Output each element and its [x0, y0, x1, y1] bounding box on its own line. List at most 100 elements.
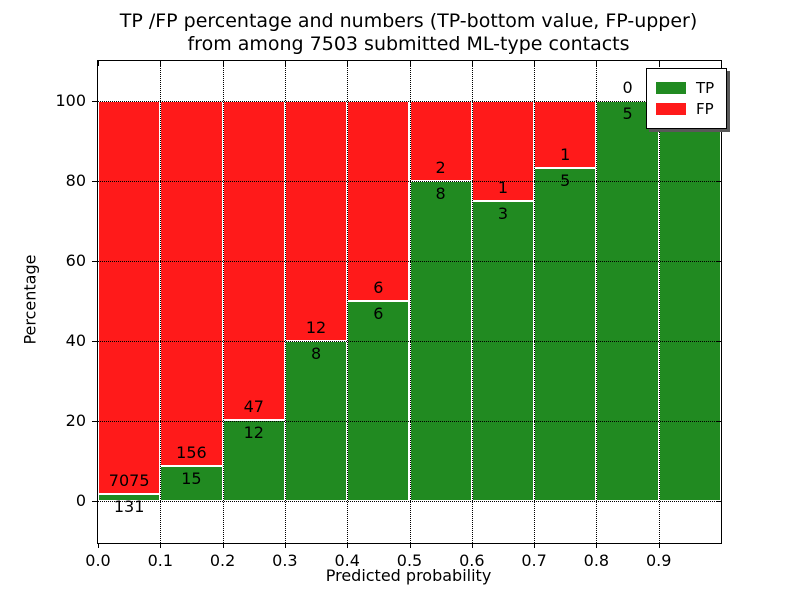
- x-tick-label-0.4: 0.4: [334, 551, 360, 570]
- x-tick-top-8: [596, 61, 598, 66]
- legend-patch-tp: [656, 82, 686, 94]
- x-tick-label-0.3: 0.3: [272, 551, 298, 570]
- bar-segment-fp-0: [98, 101, 161, 494]
- x-axis-label: Predicted probability: [325, 566, 492, 585]
- gridline-y-20: [98, 421, 721, 422]
- x-tick-top-4: [347, 61, 349, 66]
- bar-segment-tp-1: [160, 465, 223, 501]
- y-tick-right-60: [716, 261, 721, 262]
- x-tick-top-1: [160, 61, 162, 66]
- x-tick-bottom-0: [98, 543, 99, 548]
- y-tick-right-80: [716, 181, 721, 182]
- y-tick-left-20: [92, 421, 97, 422]
- bar-segment-tp-6: [471, 201, 535, 501]
- x-tick-bottom-6: [471, 543, 473, 548]
- legend-entry-fp: FP: [656, 100, 714, 118]
- tp-count-label-3: 8: [310, 344, 322, 363]
- fp-count-label-8: 0: [622, 78, 633, 97]
- bar-segment-tp-4: [347, 301, 410, 501]
- fp-count-label-1: 156: [176, 442, 207, 462]
- tp-count-label-8: 5: [622, 104, 633, 123]
- x-tick-label-0.6: 0.6: [459, 551, 485, 570]
- gridline-y-40: [98, 341, 721, 342]
- y-tick-right-0: [716, 501, 721, 502]
- y-tick-right-20: [716, 421, 721, 422]
- x-tick-label-0.9: 0.9: [645, 551, 672, 570]
- bar-segment-tp-2: [222, 419, 285, 501]
- gridline-y-80: [98, 181, 721, 182]
- gridline-x-0.2: [222, 61, 224, 543]
- gridline-x-0.5: [409, 61, 411, 543]
- x-tick-top-6: [471, 61, 473, 66]
- y-tick-label-20: 20: [65, 411, 86, 430]
- gridline-x-0.7: [534, 61, 536, 543]
- legend-label-tp: TP: [696, 79, 715, 97]
- y-tick-left-40: [92, 341, 97, 342]
- bar-segment-tp-9: [658, 101, 721, 501]
- gridline-x-0.6: [471, 61, 473, 543]
- bar-segment-fp-4: [347, 101, 410, 301]
- x-tick-label-0.2: 0.2: [209, 551, 236, 570]
- fp-count-label-4: 6: [373, 278, 384, 297]
- legend-entry-tp: TP: [656, 79, 714, 97]
- bar-segment-fp-6: [471, 101, 535, 201]
- chart-title-line1: TP /FP percentage and numbers (TP-bottom…: [119, 10, 698, 32]
- bar-segment-fp-7: [534, 101, 597, 168]
- chart-title-line2: from among 7503 submitted ML-type contac…: [187, 33, 630, 55]
- fp-count-label-2: 47: [243, 396, 264, 416]
- x-tick-top-2: [222, 61, 224, 66]
- bar-segment-tp-0: [98, 493, 161, 501]
- x-tick-top-0: [98, 61, 99, 66]
- bar-segment-fp-3: [284, 101, 348, 341]
- x-tick-label-0.0: 0.0: [85, 551, 111, 570]
- x-tick-bottom-9: [658, 543, 660, 548]
- bar-segment-fp-2: [222, 101, 285, 420]
- y-tick-label-40: 40: [65, 331, 86, 350]
- x-tick-bottom-5: [409, 543, 411, 548]
- bar-segment-tp-8: [596, 101, 659, 501]
- legend-patch-fp: [656, 103, 686, 115]
- fp-count-label-5: 2: [435, 158, 446, 177]
- chart-title: TP /FP percentage and numbers (TP-bottom…: [97, 10, 720, 56]
- fp-count-label-6: 1: [497, 178, 509, 197]
- gridline-y-60: [98, 261, 721, 262]
- gridline-x-0.3: [284, 61, 286, 543]
- plot-area: 707513115615471212866281315050100.00.10.…: [55, 60, 722, 570]
- y-tick-left-60: [92, 261, 97, 262]
- y-tick-label-100: 100: [55, 91, 86, 110]
- y-tick-label-80: 80: [65, 171, 86, 190]
- fp-count-label-0: 7075: [108, 470, 150, 490]
- x-tick-top-7: [534, 61, 536, 66]
- x-tick-label-0.8: 0.8: [583, 551, 610, 570]
- y-tick-left-80: [92, 181, 97, 182]
- legend-label-fp: FP: [696, 100, 714, 118]
- gridline-x-0.1: [160, 61, 162, 543]
- x-tick-bottom-1: [160, 543, 162, 548]
- tp-count-label-4: 6: [373, 304, 384, 323]
- x-tick-top-3: [284, 61, 286, 66]
- gridline-x-0.4: [347, 61, 349, 543]
- fp-count-label-7: 1: [560, 144, 571, 164]
- x-tick-top-5: [409, 61, 411, 66]
- y-tick-label-60: 60: [65, 251, 86, 270]
- x-tick-bottom-7: [534, 543, 536, 548]
- y-axis-label: Percentage: [20, 254, 40, 345]
- legend: TP FP: [646, 68, 728, 129]
- x-tick-label-0.5: 0.5: [396, 551, 423, 570]
- x-tick-bottom-3: [284, 543, 286, 548]
- x-tick-bottom-4: [347, 543, 349, 548]
- x-tick-bottom-2: [222, 543, 224, 548]
- gridline-y-100: [98, 101, 721, 102]
- y-tick-left-0: [92, 501, 97, 502]
- y-tick-right-40: [716, 341, 721, 342]
- x-tick-label-0.1: 0.1: [147, 551, 174, 570]
- tp-count-label-0: 131: [113, 496, 145, 516]
- tp-count-label-5: 8: [435, 184, 446, 203]
- tp-count-label-7: 5: [560, 170, 571, 190]
- y-tick-label-0: 0: [75, 491, 86, 510]
- x-tick-label-0.7: 0.7: [521, 551, 547, 570]
- x-tick-bottom-8: [596, 543, 598, 548]
- x-tick-top-9: [658, 61, 660, 66]
- tp-count-label-1: 15: [181, 468, 202, 488]
- tp-count-label-6: 3: [497, 204, 509, 223]
